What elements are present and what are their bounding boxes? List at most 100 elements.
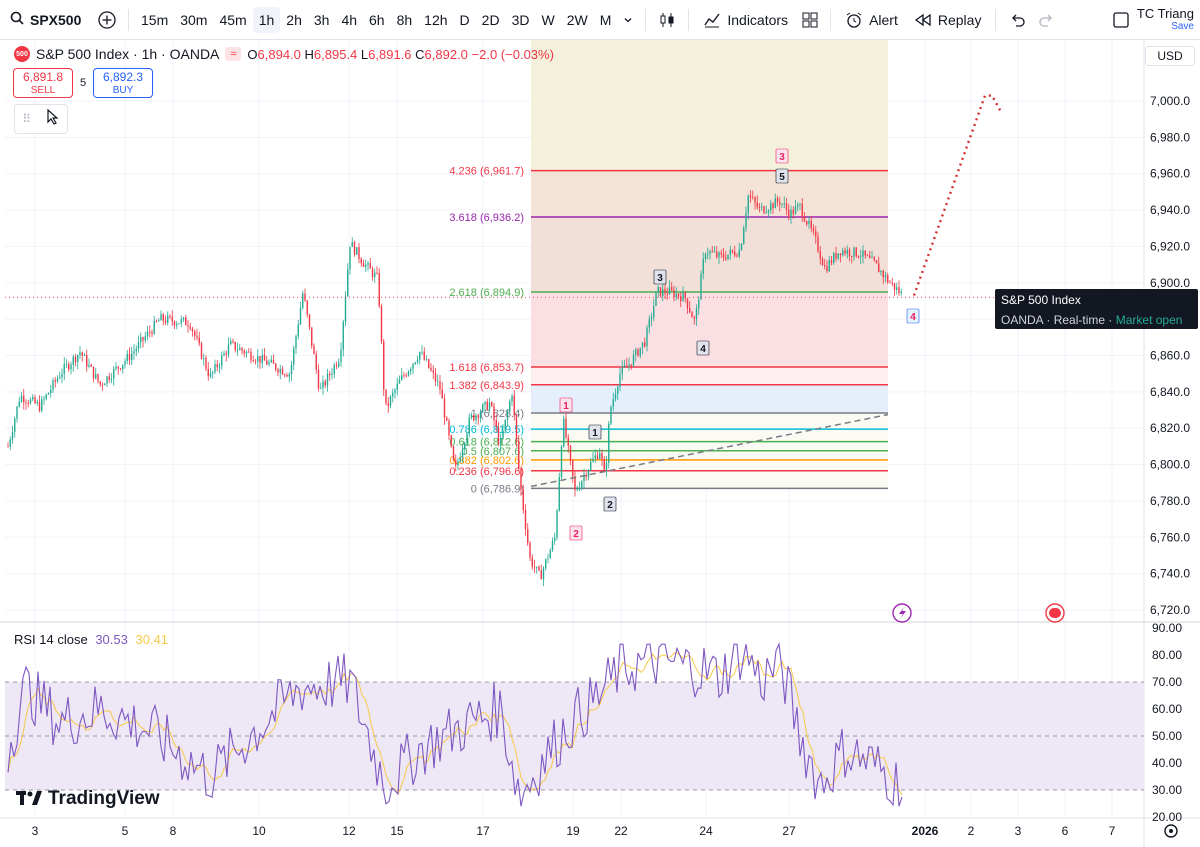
candle-body xyxy=(277,369,279,373)
layout-save[interactable]: BTC Triang Save xyxy=(1136,7,1200,33)
candle-body xyxy=(792,209,794,215)
candle-body xyxy=(257,356,259,362)
candle-body xyxy=(855,247,857,257)
candle-body xyxy=(644,342,646,347)
fib-level-label: 3.618 (6,936.2) xyxy=(449,212,524,224)
symbol-search[interactable]: SPX500 xyxy=(0,11,92,28)
candle-body xyxy=(349,246,351,270)
chart-type-button[interactable] xyxy=(652,7,682,33)
candle-body xyxy=(369,263,371,269)
interval-6h[interactable]: 6h xyxy=(369,11,385,28)
candle-body xyxy=(259,356,261,363)
candle-body xyxy=(702,258,704,274)
candle-body xyxy=(236,349,239,351)
interval-8h[interactable]: 8h xyxy=(396,11,413,28)
candle-body xyxy=(812,228,815,232)
buy-label: BUY xyxy=(112,85,134,96)
candle-body xyxy=(617,387,619,394)
candle-body xyxy=(281,368,284,375)
redo-button[interactable] xyxy=(1032,7,1062,33)
wave-label: 4 xyxy=(910,312,916,323)
candle-body xyxy=(824,265,826,267)
replay-button[interactable]: Replay xyxy=(906,7,990,33)
candle-body xyxy=(205,357,207,369)
price-axis-label: 7,000.0 xyxy=(1150,94,1190,108)
divider xyxy=(995,8,997,31)
interval-3h[interactable]: 3h xyxy=(313,11,330,28)
candle-body xyxy=(450,435,452,447)
interval-12h[interactable]: 12h xyxy=(424,11,448,28)
candle-body xyxy=(331,373,333,376)
candle-body xyxy=(711,251,713,252)
wave-label-box xyxy=(653,269,667,285)
candle-body xyxy=(214,364,216,372)
wave-label: 1 xyxy=(592,428,598,439)
layout-checkbox[interactable] xyxy=(1106,7,1136,33)
interval-30m[interactable]: 30m xyxy=(180,11,208,28)
candle-body xyxy=(779,202,781,205)
indicators-button[interactable]: Indicators xyxy=(695,7,796,33)
candle-body xyxy=(666,293,668,295)
indicators-label: Indicators xyxy=(727,11,789,28)
interval-2h[interactable]: 2h xyxy=(286,11,302,28)
wave-label-box xyxy=(906,308,920,324)
wave-label: 5 xyxy=(779,172,785,183)
wave-label: 3 xyxy=(779,152,785,163)
candle-body xyxy=(439,381,441,390)
candle-body xyxy=(367,263,369,265)
tradingview-logo: TradingView xyxy=(16,788,160,810)
divider xyxy=(645,8,647,31)
candle-body xyxy=(191,328,194,332)
currency-selector[interactable]: USD xyxy=(1145,46,1195,66)
candle-body xyxy=(637,349,639,356)
interval-dropdown[interactable] xyxy=(617,7,639,33)
templates-button[interactable] xyxy=(796,7,824,33)
candle-body xyxy=(155,320,158,322)
interval-d[interactable]: D xyxy=(459,11,470,28)
cursor-arrow-icon[interactable] xyxy=(46,108,60,130)
alert-button[interactable]: Alert xyxy=(837,7,906,33)
candle-body xyxy=(504,419,506,431)
interval-w[interactable]: W xyxy=(541,11,555,28)
candle-body xyxy=(297,324,299,337)
interval-3d[interactable]: 3D xyxy=(511,11,530,28)
candle-body xyxy=(446,417,448,421)
wave-label: 1 xyxy=(563,401,569,412)
buy-button[interactable]: 6,892.3 BUY xyxy=(93,68,153,98)
candle-body xyxy=(335,364,338,367)
interval-list: 15m 30m 45m 1h 2h 3h 4h 6h 8h 12h D 2D 3D W 2W M xyxy=(135,6,617,33)
wave-label: 2 xyxy=(607,500,613,511)
candle-body xyxy=(326,373,329,386)
candle-body xyxy=(900,291,902,294)
brand-name: TradingView xyxy=(48,788,160,809)
interval-45m[interactable]: 45m xyxy=(219,11,247,28)
interval-2w[interactable]: 2W xyxy=(566,11,588,28)
sell-button[interactable]: 6,891.8 SELL xyxy=(13,68,73,98)
price-axis-label: 6,780.0 xyxy=(1150,494,1190,508)
interval-4h[interactable]: 4h xyxy=(341,11,358,28)
candle-body xyxy=(893,283,896,290)
candle-body xyxy=(540,570,542,580)
interval-15m[interactable]: 15m xyxy=(141,11,169,28)
interval-1h[interactable]: 1h xyxy=(252,6,281,33)
candle-body xyxy=(565,418,567,438)
range-zone-top xyxy=(531,40,888,171)
interval-m[interactable]: M xyxy=(599,11,612,28)
drag-handle-icon[interactable]: ⠿ xyxy=(22,112,32,126)
candle-body xyxy=(770,203,772,211)
candle-body xyxy=(745,212,747,228)
candle-body xyxy=(734,251,736,256)
candle-body xyxy=(272,359,275,364)
interval-2d[interactable]: 2D xyxy=(481,11,500,28)
time-axis-label: 15 xyxy=(390,824,404,838)
candle-body xyxy=(263,354,266,361)
candle-body xyxy=(650,317,653,320)
compare-button[interactable] xyxy=(92,7,122,33)
wave-label-box xyxy=(569,525,583,541)
candle-body xyxy=(731,250,734,252)
candle-body xyxy=(803,216,806,222)
candle-body xyxy=(527,529,529,543)
undo-button[interactable] xyxy=(1002,7,1032,33)
candle-body xyxy=(374,272,376,278)
